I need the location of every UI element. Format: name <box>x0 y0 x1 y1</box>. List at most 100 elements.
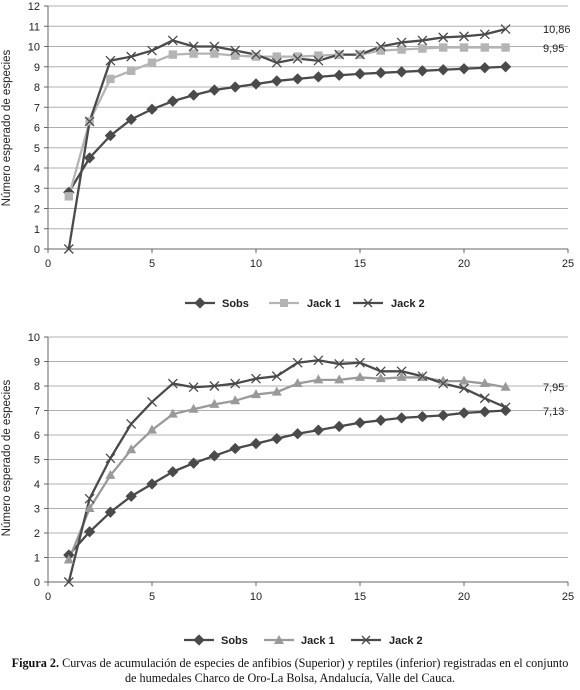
point-sobs <box>333 69 345 81</box>
point-sobs <box>250 437 262 450</box>
legend-marker-triangle <box>274 635 284 644</box>
x-tick-label: 10 <box>250 258 262 270</box>
point-jack1 <box>84 503 95 512</box>
point-sobs <box>271 75 283 87</box>
point-jack2 <box>251 373 261 384</box>
point-jack1 <box>63 554 74 564</box>
point-jack1 <box>500 381 511 391</box>
legend-label-jack1: Jack 1 <box>301 635 335 647</box>
point-jack2 <box>271 371 282 382</box>
point-sobs <box>458 407 470 419</box>
point-jack1 <box>479 378 490 388</box>
y-tick-label: 3 <box>34 504 40 516</box>
y-tick-label: 0 <box>34 577 40 589</box>
point-jack2 <box>396 37 407 48</box>
point-sobs <box>479 406 491 418</box>
point-jack2 <box>209 381 220 391</box>
point-jack1 <box>355 371 365 381</box>
point-jack2 <box>479 393 490 404</box>
point-jack2 <box>84 116 95 127</box>
point-jack1 <box>292 378 303 388</box>
y-tick-label: 3 <box>34 183 40 195</box>
point-sobs <box>291 73 304 85</box>
legend-marker-diamond <box>194 297 206 309</box>
point-sobs <box>437 64 449 76</box>
point-jack1 <box>313 374 324 384</box>
series-line-sobs <box>67 65 506 193</box>
legend-item-jack1: Jack 1 <box>269 298 341 310</box>
legend-marker-square <box>280 299 288 307</box>
point-sobs <box>229 442 241 455</box>
point-jack1 <box>251 52 261 61</box>
point-sobs <box>395 412 408 424</box>
point-jack2 <box>126 51 137 62</box>
point-sobs <box>333 420 345 433</box>
x-tick-label: 0 <box>45 591 51 603</box>
point-jack2 <box>459 31 469 42</box>
point-jack1 <box>251 389 261 399</box>
y-tick-label: 8 <box>34 82 40 94</box>
point-jack2 <box>271 57 282 68</box>
point-jack2 <box>147 396 157 407</box>
point-jack2 <box>355 49 365 60</box>
point-jack1 <box>314 51 323 60</box>
y-tick-label: 2 <box>34 528 40 540</box>
x-tick-label: 0 <box>45 258 51 270</box>
y-tick-labels: 0 1 2 3 4 5 6 7 8 9 10 <box>28 332 40 589</box>
figure-caption: Figura 2. Curvas de acumulación de espec… <box>8 656 572 686</box>
x-tick-label: 5 <box>149 591 155 603</box>
point-jack2 <box>126 419 137 429</box>
legend: Sobs Jack 1 Jack 2 <box>185 297 425 310</box>
point-jack1 <box>147 424 157 434</box>
y-tick-label: 1 <box>34 224 40 236</box>
x-tick-label: 15 <box>354 258 366 270</box>
point-jack1 <box>105 469 116 479</box>
legend-item-jack1: Jack 1 <box>264 635 335 647</box>
point-jack1 <box>189 49 198 58</box>
point-jack1 <box>210 49 219 58</box>
point-sobs <box>167 95 179 107</box>
point-sobs <box>146 103 158 115</box>
point-jack2 <box>188 382 199 393</box>
point-jack1 <box>168 50 177 59</box>
point-jack2 <box>438 378 449 389</box>
series-line-jack2 <box>67 359 507 583</box>
point-jack1 <box>272 52 281 61</box>
point-jack1 <box>231 51 240 60</box>
point-sobs <box>499 61 512 73</box>
point-jack1 <box>167 408 178 418</box>
legend-item-sobs: Sobs <box>185 297 249 310</box>
point-jack2 <box>479 29 490 40</box>
point-jack2 <box>313 55 324 66</box>
y-tick-label: 5 <box>34 455 40 467</box>
legend-item-sobs: Sobs <box>184 634 248 647</box>
point-jack2 <box>438 32 449 43</box>
y-tick-label: 10 <box>28 42 40 54</box>
point-sobs <box>271 433 283 445</box>
point-sobs <box>104 506 117 518</box>
y-tick-label: 1 <box>34 553 40 565</box>
legend-marker-x <box>363 298 373 308</box>
point-sobs <box>312 424 325 436</box>
axes <box>44 336 569 586</box>
end-label-jack2: 7,13 <box>543 406 564 418</box>
point-sobs <box>83 526 96 538</box>
grid-lines <box>48 336 568 558</box>
point-jack1 <box>459 43 469 52</box>
point-sobs <box>167 466 179 478</box>
point-jack1 <box>501 43 510 52</box>
point-jack2 <box>147 45 157 56</box>
y-tick-label: 5 <box>34 143 40 155</box>
x-tick-label: 25 <box>562 258 574 270</box>
y-tick-label: 7 <box>34 102 40 114</box>
y-tick-label: 12 <box>28 1 40 13</box>
legend-label-jack1: Jack 1 <box>307 298 341 310</box>
point-jack1 <box>293 52 302 61</box>
legend-item-jack2: Jack 2 <box>353 298 425 310</box>
point-jack1 <box>438 375 449 385</box>
x-tick-label: 10 <box>250 591 262 603</box>
point-jack2 <box>105 55 116 66</box>
y-tick-label: 11 <box>29 21 40 33</box>
point-jack2 <box>313 355 324 366</box>
